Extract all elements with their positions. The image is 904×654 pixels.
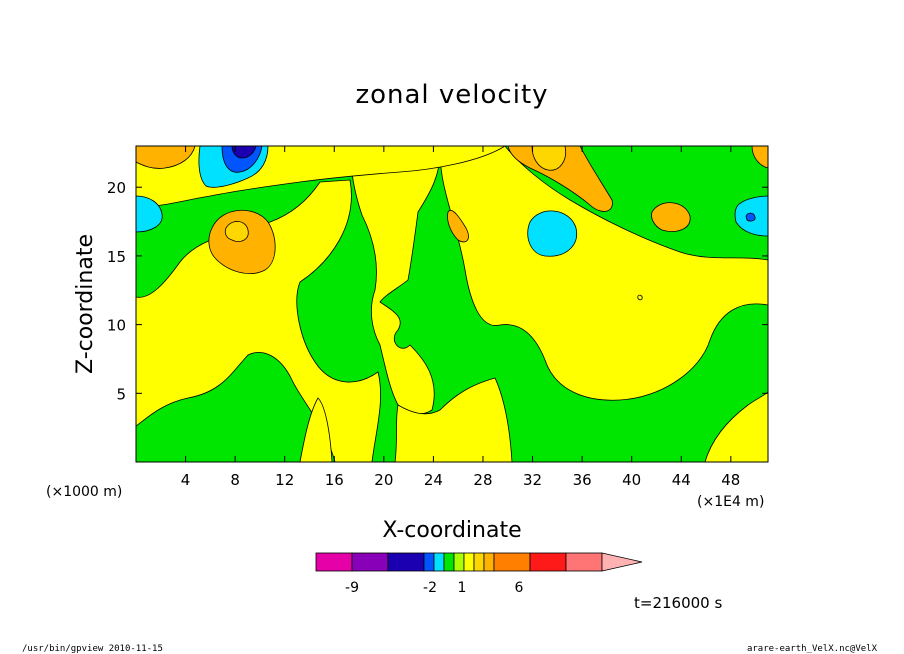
chart-title: zonal velocity	[355, 80, 548, 110]
y-axis: 5 10 15 20	[107, 179, 768, 403]
x-tick-label: 28	[473, 471, 492, 489]
x-unit-note: (×1E4 m)	[697, 494, 764, 510]
band-yellow-right	[439, 146, 768, 401]
y-tick-label: 15	[107, 248, 126, 266]
band-yellow-strip	[299, 397, 333, 462]
colorbar-segment	[473, 552, 485, 572]
x-tick-label: 48	[721, 471, 740, 489]
x-tick-label: 36	[573, 471, 592, 489]
colorbar-segment	[433, 552, 445, 572]
blob-tiny	[637, 294, 643, 301]
blob-light-orange-left	[224, 221, 249, 242]
plot-frame	[135, 145, 769, 463]
x-tick-label: 8	[230, 471, 240, 489]
x-tick-label: 24	[424, 471, 443, 489]
y-tick-label: 10	[107, 317, 126, 335]
blob-orange-top-right	[507, 146, 613, 212]
x-tick-label: 4	[181, 471, 191, 489]
colorbar-segment	[565, 552, 603, 572]
colorbar-arrow	[601, 552, 643, 572]
colorbar-segment	[351, 552, 389, 572]
colorbar-segment	[315, 552, 353, 572]
blob-cyan-left-edge	[136, 195, 163, 233]
x-tick-label: 32	[523, 471, 542, 489]
x-tick-label: 16	[325, 471, 344, 489]
blob-orange-small	[447, 210, 469, 243]
y-tick-label: 20	[107, 179, 126, 197]
x-tick-label: 40	[622, 471, 641, 489]
y-axis-label: Z-coordinate	[73, 234, 98, 374]
x-tick-label: 44	[672, 471, 691, 489]
band-yellow-center	[349, 146, 441, 415]
footer-left: /usr/bin/gpview 2010-11-15	[22, 644, 163, 654]
colorbar-tick-label: -2	[423, 580, 437, 596]
colorbar	[315, 552, 643, 572]
colorbar-segment	[529, 552, 567, 572]
colorbar-segment	[463, 552, 475, 572]
y-tick-label: 5	[116, 385, 126, 403]
x-axis-label: X-coordinate	[382, 518, 521, 543]
blob-orange-left	[208, 209, 276, 274]
colorbar-tick-label: -9	[345, 580, 359, 596]
y-unit-note: (×1000 m)	[46, 484, 122, 500]
colorbar-labels: -9 -2 1 6	[345, 580, 524, 596]
colorbar-segment	[387, 552, 425, 572]
footer-right: arare-earth_VelX.nc@VelX	[747, 644, 878, 654]
colorbar-segment	[423, 552, 435, 572]
band-yellow-bottom-center	[394, 377, 513, 462]
blob-orange-right	[651, 202, 691, 232]
blob-orange-top-corner	[751, 146, 768, 169]
colorbar-segment	[483, 552, 495, 572]
colorbar-segment	[443, 552, 455, 572]
blob-orange-top-left	[136, 146, 196, 169]
x-axis: 4 8 12 16 20 24 28 32 36 40 44 48	[181, 146, 740, 489]
x-tick-label: 12	[275, 471, 294, 489]
colorbar-tick-label: 1	[458, 580, 467, 596]
colorbar-segment	[493, 552, 531, 572]
blob-light-orange-top-right	[531, 146, 567, 171]
time-label: t=216000 s	[634, 594, 722, 612]
contour-field	[136, 146, 768, 462]
blob-blue-right-edge	[745, 212, 756, 222]
colorbar-tick-label: 6	[515, 580, 524, 596]
x-tick-label: 20	[374, 471, 393, 489]
blob-dark-blue-top	[231, 146, 257, 159]
blob-cyan-center-right	[527, 210, 578, 257]
colorbar-segment	[453, 552, 465, 572]
